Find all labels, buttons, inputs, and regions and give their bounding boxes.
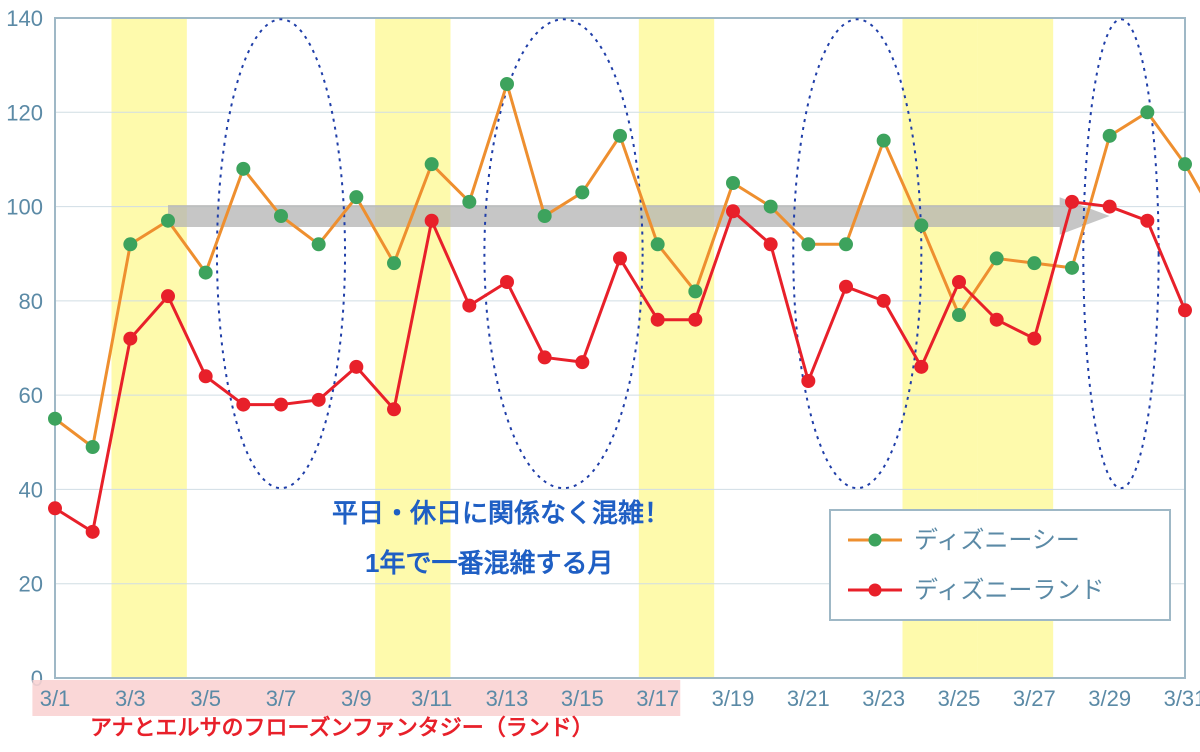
series-marker-land [764, 238, 777, 251]
series-marker-land [49, 502, 62, 515]
series-marker-land [915, 360, 928, 373]
x-tick-label: 3/27 [1013, 686, 1056, 711]
x-tick-label: 3/1 [40, 686, 71, 711]
series-marker-land [1141, 214, 1154, 227]
series-marker-sea [651, 238, 664, 251]
series-marker-sea [576, 186, 589, 199]
series-marker-land [953, 276, 966, 289]
y-tick-label: 20 [19, 572, 43, 597]
series-marker-land [425, 214, 438, 227]
series-marker-sea [764, 200, 777, 213]
series-marker-sea [953, 309, 966, 322]
series-marker-land [275, 398, 288, 411]
crowd-line-chart: 0204060801001201403/13/33/53/73/93/113/1… [0, 0, 1200, 752]
series-marker-sea [1103, 129, 1116, 142]
y-tick-label: 140 [6, 6, 43, 31]
series-marker-land [1028, 332, 1041, 345]
series-marker-land [312, 393, 325, 406]
series-marker-sea [124, 238, 137, 251]
series-marker-land [877, 294, 890, 307]
legend-sample-marker [869, 584, 882, 597]
series-marker-sea [614, 129, 627, 142]
legend-label: ディズニーランド [914, 577, 1104, 604]
series-marker-sea [877, 134, 890, 147]
annotation-text: 1年で一番混雑する月 [365, 548, 613, 578]
series-marker-land [576, 356, 589, 369]
series-marker-land [840, 280, 853, 293]
series-marker-sea [990, 252, 1003, 265]
series-marker-land [162, 290, 175, 303]
series-marker-land [802, 375, 815, 388]
annotation-text: 平日・休日に関係なく混雑！ [332, 498, 670, 528]
series-marker-sea [275, 210, 288, 223]
series-marker-sea [915, 219, 928, 232]
series-marker-sea [162, 214, 175, 227]
y-tick-label: 120 [6, 100, 43, 125]
series-marker-land [689, 313, 702, 326]
annotation-text: アナとエルサのフローズンファンタジー（ランド） [90, 715, 594, 740]
series-marker-land [237, 398, 250, 411]
series-marker-land [501, 276, 514, 289]
series-marker-sea [689, 285, 702, 298]
weekend-band [112, 18, 187, 678]
series-marker-sea [1028, 257, 1041, 270]
series-marker-sea [312, 238, 325, 251]
x-tick-label: 3/19 [712, 686, 755, 711]
series-marker-land [1179, 304, 1192, 317]
series-marker-sea [1179, 158, 1192, 171]
series-marker-land [1103, 200, 1116, 213]
series-marker-sea [49, 412, 62, 425]
y-tick-label: 60 [19, 383, 43, 408]
x-tick-label: 3/13 [486, 686, 529, 711]
legend: ディズニーシーディズニーランド [830, 510, 1170, 620]
x-tick-label: 3/11 [411, 686, 452, 711]
series-marker-land [538, 351, 551, 364]
series-marker-sea [501, 78, 514, 91]
series-marker-land [199, 370, 212, 383]
weekend-band [375, 18, 450, 678]
legend-label: ディズニーシー [914, 527, 1080, 554]
series-marker-land [614, 252, 627, 265]
series-marker-land [86, 525, 99, 538]
series-marker-sea [350, 191, 363, 204]
series-marker-sea [425, 158, 438, 171]
x-tick-label: 3/5 [190, 686, 221, 711]
series-marker-sea [1141, 106, 1154, 119]
x-tick-label: 3/21 [787, 686, 830, 711]
x-tick-label: 3/23 [862, 686, 905, 711]
series-marker-sea [840, 238, 853, 251]
y-tick-label: 40 [19, 477, 43, 502]
x-tick-label: 3/9 [341, 686, 372, 711]
series-marker-sea [727, 177, 740, 190]
series-marker-land [990, 313, 1003, 326]
series-marker-land [651, 313, 664, 326]
weekend-band [639, 18, 714, 678]
x-tick-label: 3/15 [561, 686, 604, 711]
y-tick-label: 100 [6, 195, 43, 220]
x-tick-label: 3/25 [938, 686, 981, 711]
series-marker-sea [86, 441, 99, 454]
series-marker-sea [463, 195, 476, 208]
series-marker-land [1066, 195, 1079, 208]
series-marker-land [388, 403, 401, 416]
legend-sample-marker [869, 534, 882, 547]
series-marker-land [350, 360, 363, 373]
series-marker-sea [538, 210, 551, 223]
series-marker-sea [237, 162, 250, 175]
x-tick-label: 3/7 [266, 686, 297, 711]
y-tick-label: 80 [19, 289, 43, 314]
x-tick-label: 3/29 [1088, 686, 1131, 711]
x-tick-label: 3/3 [115, 686, 146, 711]
x-tick-label: 3/31 [1164, 686, 1200, 711]
series-marker-land [463, 299, 476, 312]
series-marker-sea [388, 257, 401, 270]
series-marker-sea [1066, 261, 1079, 274]
x-tick-label: 3/17 [636, 686, 679, 711]
series-marker-land [124, 332, 137, 345]
series-marker-land [727, 205, 740, 218]
series-marker-sea [802, 238, 815, 251]
series-marker-sea [199, 266, 212, 279]
